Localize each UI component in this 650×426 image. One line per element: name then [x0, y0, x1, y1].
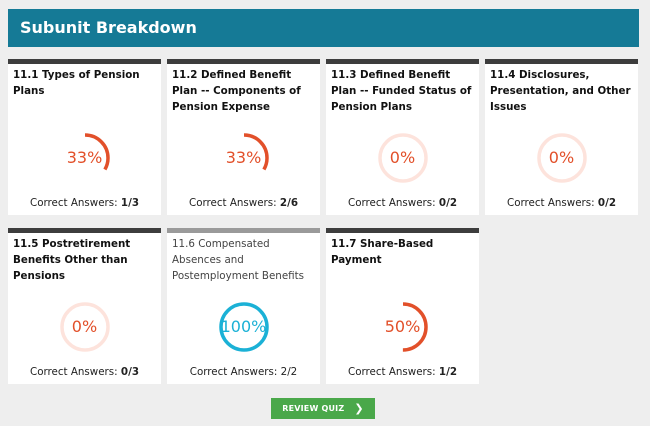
correct-answers-value: 2/2	[280, 366, 298, 378]
correct-answers-value: 2/6	[279, 197, 298, 209]
correct-answers-label: Correct Answers:	[30, 366, 118, 378]
progress-track	[377, 133, 428, 183]
correct-answers: Correct Answers: 0/2	[485, 197, 638, 209]
subunit-card[interactable]: 11.7 Share-Based Payment 50% Correct Answe…	[326, 228, 479, 384]
subunit-title: 11.7 Share-Based Payment	[331, 238, 434, 266]
correct-answers-value: 1/3	[120, 197, 139, 209]
correct-answers-label: Correct Answers:	[189, 197, 277, 209]
progress-ring: 33%	[217, 131, 271, 185]
correct-answers: Correct Answers: 1/2	[326, 366, 479, 378]
progress-ring: 0%	[535, 131, 589, 185]
subunit-card[interactable]: 11.5 Postretirement Benefits Other than …	[8, 228, 161, 384]
subunit-title: 11.6 Compensated Absences and Postemploy…	[172, 238, 305, 282]
review-quiz-button[interactable]: REVIEW QUIZ ❯	[271, 398, 375, 419]
progress-ring: 100%	[217, 300, 271, 354]
correct-answers: Correct Answers: 1/3	[8, 197, 161, 209]
correct-answers-label: Correct Answers:	[189, 366, 278, 378]
percent-value: 100%	[220, 317, 267, 336]
subunit-title: 11.1 Types of Pension Plans	[13, 69, 140, 97]
correct-answers: Correct Answers: 2/6	[167, 197, 320, 209]
correct-answers: Correct Answers: 0/3	[8, 366, 161, 378]
percent-value: 33%	[66, 148, 103, 167]
subunit-card[interactable]: 11.2 Defined Benefit Plan -- Components …	[167, 59, 320, 215]
subunit-card[interactable]: 11.3 Defined Benefit Plan -- Funded Stat…	[326, 59, 479, 215]
subunit-title: 11.3 Defined Benefit Plan -- Funded Stat…	[331, 69, 472, 113]
percent-value: 0%	[389, 148, 416, 167]
percent-value: 0%	[71, 317, 98, 336]
correct-answers-label: Correct Answers:	[30, 197, 118, 209]
subunit-card[interactable]: 11.4 Disclosures, Presentation, and Othe…	[485, 59, 638, 215]
correct-answers-label: Correct Answers:	[507, 197, 595, 209]
correct-answers-value: 0/2	[438, 197, 457, 209]
progress-track	[218, 302, 269, 352]
subunit-card[interactable]: 11.6 Compensated Absences and Postemploy…	[167, 228, 320, 384]
progress-ring: 33%	[58, 131, 112, 185]
correct-answers-value: 0/3	[120, 366, 139, 378]
progress-arc	[218, 133, 269, 183]
correct-answers-value: 0/2	[597, 197, 616, 209]
subunit-card[interactable]: 11.1 Types of Pension Plans 33% Correct An…	[8, 59, 161, 215]
correct-answers: Correct Answers: 2/2	[167, 366, 320, 378]
section-header: Subunit Breakdown	[8, 9, 639, 47]
percent-value: 50%	[384, 317, 421, 336]
subunit-title: 11.4 Disclosures, Presentation, and Othe…	[490, 69, 631, 113]
subunit-title: 11.2 Defined Benefit Plan -- Components …	[172, 69, 301, 113]
correct-answers: Correct Answers: 0/2	[326, 197, 479, 209]
progress-track	[59, 302, 110, 352]
percent-value: 0%	[548, 148, 575, 167]
progress-track	[536, 133, 587, 183]
correct-answers-label: Correct Answers:	[348, 197, 436, 209]
progress-ring: 50%	[376, 300, 430, 354]
progress-arc	[377, 302, 428, 352]
correct-answers-label: Correct Answers:	[348, 366, 436, 378]
progress-ring: 0%	[376, 131, 430, 185]
review-quiz-label: REVIEW QUIZ	[282, 404, 345, 413]
chevron-right-icon: ❯	[354, 402, 364, 415]
correct-answers-value: 1/2	[438, 366, 457, 378]
section-title: Subunit Breakdown	[20, 18, 197, 37]
progress-ring: 0%	[58, 300, 112, 354]
subunit-title: 11.5 Postretirement Benefits Other than …	[13, 238, 131, 282]
percent-value: 33%	[225, 148, 262, 167]
progress-arc	[59, 133, 110, 183]
